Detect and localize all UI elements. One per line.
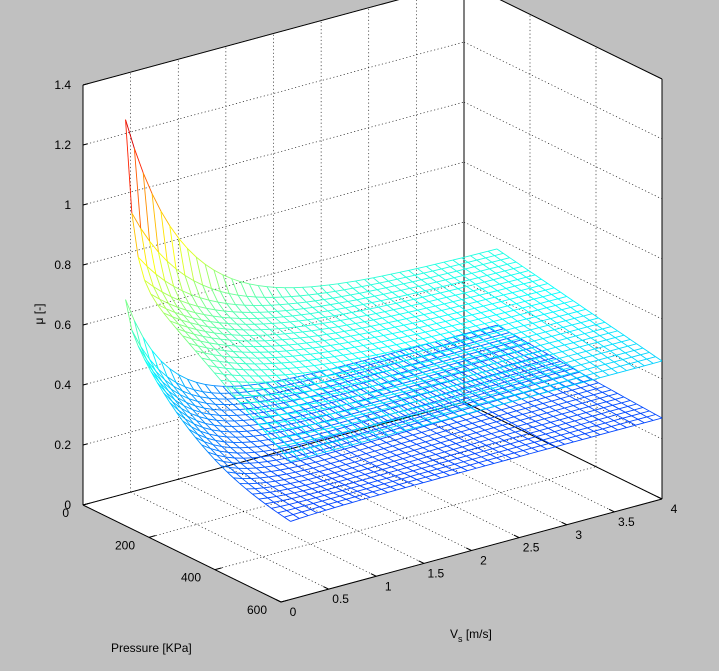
upper-surface-mesh-line: [236, 305, 245, 306]
upper-surface-mesh-line: [275, 357, 284, 358]
y-tick-label: 1: [385, 579, 392, 593]
lower-surface-mesh-line: [229, 393, 238, 394]
upper-surface-mesh-line: [272, 363, 281, 364]
upper-surface-mesh-line: [231, 357, 240, 358]
upper-surface-mesh-line: [270, 329, 279, 330]
z-tick-label: 0.8: [54, 258, 71, 272]
upper-surface-mesh-line: [268, 311, 277, 312]
lower-surface-mesh-line: [214, 386, 223, 387]
upper-surface-mesh-line: [271, 388, 280, 389]
upper-surface-mesh-line: [252, 417, 261, 418]
y-axis-label-unit: [m/s]: [463, 627, 492, 641]
y-tick-label: 4: [671, 502, 678, 516]
y-axis-label: Vs [m/s]: [450, 627, 492, 644]
y-tick-label: 3: [575, 528, 582, 542]
upper-surface-mesh-line: [271, 346, 280, 347]
upper-surface-mesh-line: [274, 340, 283, 341]
upper-surface-mesh-line: [266, 401, 275, 402]
upper-surface-mesh-line: [230, 381, 239, 382]
upper-surface-mesh-line: [267, 335, 276, 336]
x-axis-label: Pressure [KPa]: [111, 641, 192, 655]
y-tick-label: 0.5: [332, 592, 349, 606]
y-tick-label: 0: [290, 605, 297, 619]
lower-surface-mesh-line: [246, 452, 255, 453]
upper-surface-mesh-line: [282, 297, 291, 298]
upper-surface-mesh-line: [276, 375, 285, 376]
x-tick-label: 600: [247, 603, 267, 617]
z-tick-label: 0.4: [54, 378, 71, 392]
z-tick-label: 1: [64, 198, 71, 212]
lower-surface-mesh-line: [232, 463, 241, 464]
y-tick-label: 1.5: [428, 566, 445, 580]
upper-surface-mesh-line: [226, 329, 235, 330]
lower-surface-mesh-line: [213, 409, 222, 410]
upper-surface-mesh-line: [228, 324, 237, 325]
upper-surface-mesh-line: [233, 351, 242, 352]
x-tick-label: 0: [62, 506, 69, 520]
lower-surface-mesh-line: [242, 442, 251, 443]
upper-surface-mesh-line: [266, 318, 275, 319]
y-tick-label: 2.5: [523, 541, 540, 555]
z-tick-label: 0.6: [54, 318, 71, 332]
lower-surface-mesh-line: [221, 431, 230, 432]
z-tick-label: 1.4: [54, 78, 71, 92]
x-tick-label: 400: [181, 571, 201, 585]
lower-surface-mesh-line: [224, 442, 233, 443]
axes-panes: [83, 0, 662, 602]
lower-surface-mesh-line: [251, 478, 260, 479]
lower-surface-mesh-line: [238, 431, 247, 432]
upper-surface-mesh-line: [302, 287, 311, 288]
z-tick-label: 1.2: [54, 138, 71, 152]
upper-surface-mesh-line: [229, 340, 238, 341]
lower-surface-mesh-line: [228, 452, 237, 453]
upper-surface-mesh-line: [235, 369, 244, 370]
y-axis-label-main: V: [450, 627, 458, 641]
y-tick-label: 2: [480, 554, 487, 568]
upper-surface-mesh-line: [232, 375, 241, 376]
x-tick-label: 200: [115, 538, 135, 552]
lower-surface-mesh-line: [217, 420, 226, 421]
z-axis-label: μ [-]: [32, 304, 46, 325]
upper-surface-mesh-line: [269, 394, 278, 395]
z-tick-label: 0.2: [54, 438, 71, 452]
y-tick-label: 3.5: [618, 515, 635, 529]
upper-surface-mesh-line: [274, 381, 283, 382]
